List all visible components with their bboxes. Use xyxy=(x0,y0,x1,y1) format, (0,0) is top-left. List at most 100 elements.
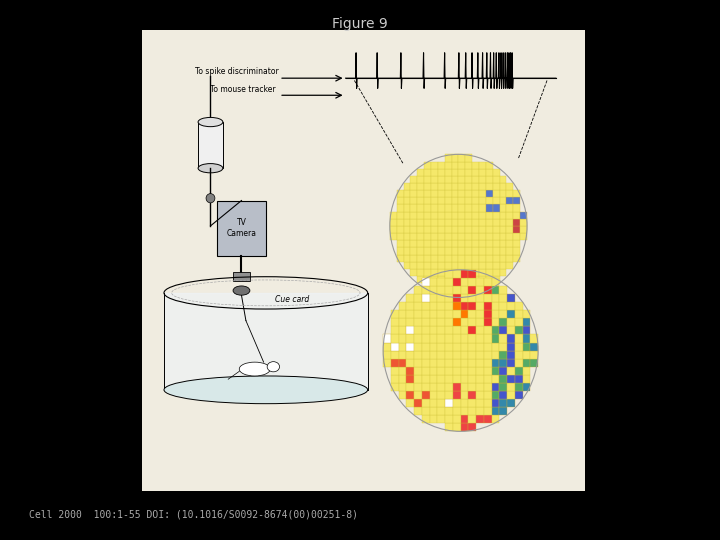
Bar xyxy=(198,122,223,168)
Bar xyxy=(500,269,506,276)
Bar xyxy=(500,326,507,334)
Bar xyxy=(472,233,479,240)
Bar xyxy=(484,294,492,302)
Bar xyxy=(513,247,521,254)
Bar xyxy=(484,367,492,375)
Bar xyxy=(451,212,459,219)
Bar xyxy=(500,183,506,190)
Bar xyxy=(506,197,513,205)
Bar xyxy=(445,197,451,205)
Bar xyxy=(424,247,431,254)
Bar xyxy=(424,283,431,291)
Bar xyxy=(500,205,506,212)
Bar xyxy=(500,342,507,350)
Bar xyxy=(410,219,418,226)
Bar xyxy=(523,383,531,391)
Bar xyxy=(472,283,479,291)
Bar xyxy=(479,247,486,254)
Bar xyxy=(453,334,461,342)
Bar xyxy=(451,283,459,291)
Bar xyxy=(397,226,403,233)
Bar xyxy=(492,318,500,326)
Bar xyxy=(461,294,469,302)
Bar xyxy=(500,383,507,391)
Bar xyxy=(453,318,461,326)
Bar xyxy=(459,269,465,276)
Bar xyxy=(445,219,451,226)
Bar xyxy=(422,294,430,302)
Bar xyxy=(500,240,506,247)
Bar xyxy=(459,262,465,269)
Bar xyxy=(414,334,422,342)
Bar xyxy=(513,233,521,240)
Bar xyxy=(506,219,513,226)
Bar xyxy=(451,168,459,176)
Bar xyxy=(438,240,445,247)
Bar xyxy=(461,367,469,375)
Bar xyxy=(399,359,406,367)
Bar xyxy=(465,183,472,190)
Bar xyxy=(459,226,465,233)
Bar xyxy=(414,326,422,334)
Bar xyxy=(486,197,492,205)
Bar xyxy=(406,367,414,375)
Bar xyxy=(445,226,451,233)
Bar xyxy=(418,205,424,212)
Bar xyxy=(383,359,391,367)
Bar xyxy=(430,399,438,407)
Bar xyxy=(438,226,445,233)
Bar xyxy=(469,367,476,375)
Bar xyxy=(445,318,453,326)
Bar xyxy=(484,302,492,310)
Bar xyxy=(410,212,418,219)
Bar xyxy=(521,212,527,219)
Bar xyxy=(465,254,472,262)
Bar xyxy=(445,269,451,276)
Bar xyxy=(521,226,527,233)
Bar xyxy=(459,240,465,247)
Bar xyxy=(523,350,531,359)
Bar xyxy=(410,176,418,183)
Bar xyxy=(461,350,469,359)
Bar xyxy=(513,212,521,219)
Bar xyxy=(465,168,472,176)
Bar xyxy=(507,350,515,359)
Bar xyxy=(486,183,492,190)
Bar xyxy=(500,302,507,310)
Bar xyxy=(515,383,523,391)
Bar xyxy=(431,168,438,176)
Bar xyxy=(391,383,399,391)
Bar xyxy=(459,161,465,168)
Bar xyxy=(445,294,453,302)
Bar xyxy=(445,161,451,168)
Bar xyxy=(507,310,515,318)
Bar xyxy=(424,233,431,240)
Bar xyxy=(469,278,476,286)
Bar xyxy=(414,375,422,383)
Bar xyxy=(465,269,472,276)
Bar xyxy=(430,310,438,318)
Bar xyxy=(500,375,507,383)
Bar xyxy=(500,247,506,254)
Bar xyxy=(513,254,521,262)
Bar xyxy=(469,359,476,367)
Bar xyxy=(431,176,438,183)
Bar xyxy=(438,367,445,375)
Bar xyxy=(445,283,451,291)
Bar xyxy=(445,291,451,298)
Bar xyxy=(424,254,431,262)
Bar xyxy=(406,310,414,318)
Bar xyxy=(479,283,486,291)
Bar xyxy=(430,407,438,415)
Bar xyxy=(472,183,479,190)
Bar xyxy=(492,276,500,283)
Bar xyxy=(406,342,414,350)
Bar xyxy=(472,176,479,183)
Bar xyxy=(484,391,492,399)
Bar xyxy=(391,350,399,359)
Bar xyxy=(445,383,453,391)
Bar xyxy=(486,212,492,219)
Bar xyxy=(492,310,500,318)
Bar xyxy=(390,226,397,233)
Bar xyxy=(459,205,465,212)
